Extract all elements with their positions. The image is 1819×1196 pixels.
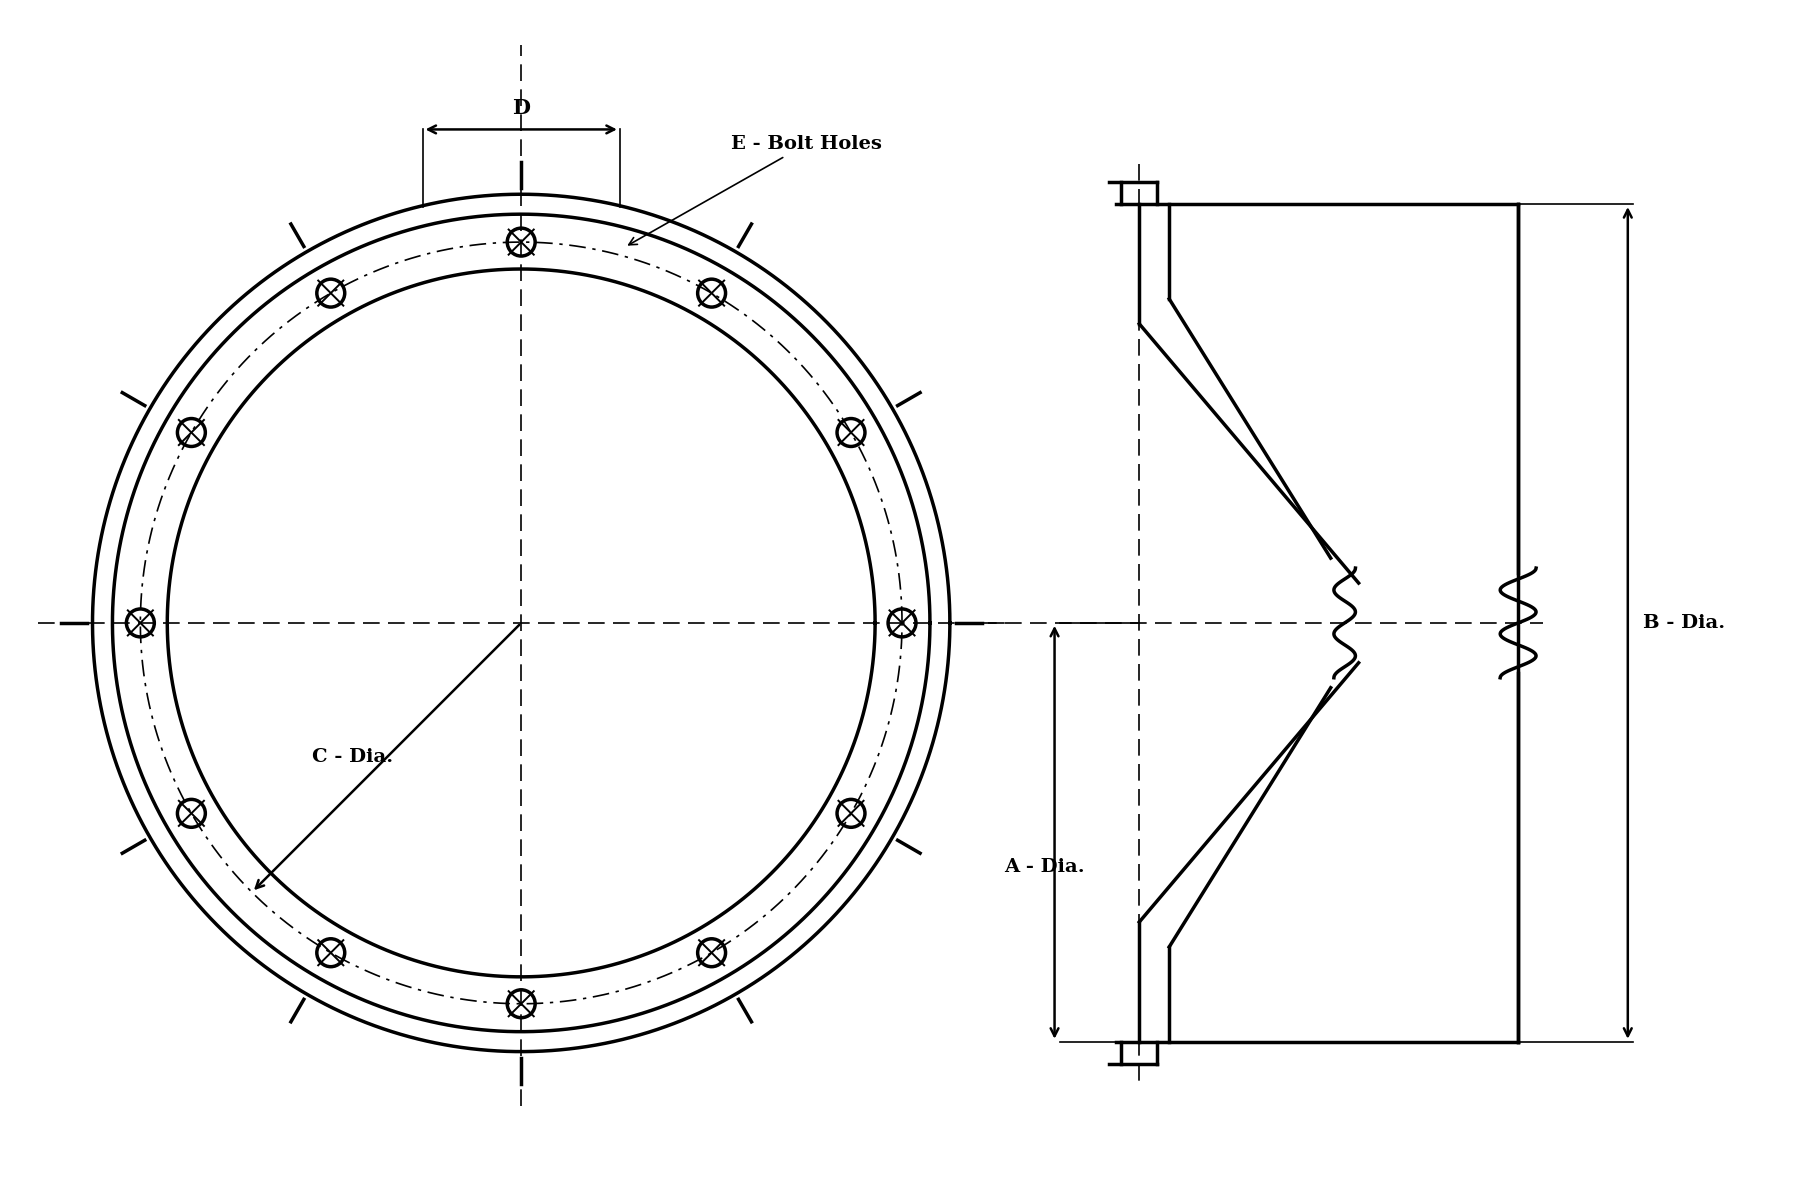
Text: E - Bolt Holes: E - Bolt Holes: [629, 135, 882, 245]
Text: B - Dia.: B - Dia.: [1643, 614, 1724, 631]
Text: A - Dia.: A - Dia.: [1004, 859, 1084, 877]
Text: D: D: [513, 98, 529, 118]
Text: C - Dia.: C - Dia.: [311, 749, 393, 767]
